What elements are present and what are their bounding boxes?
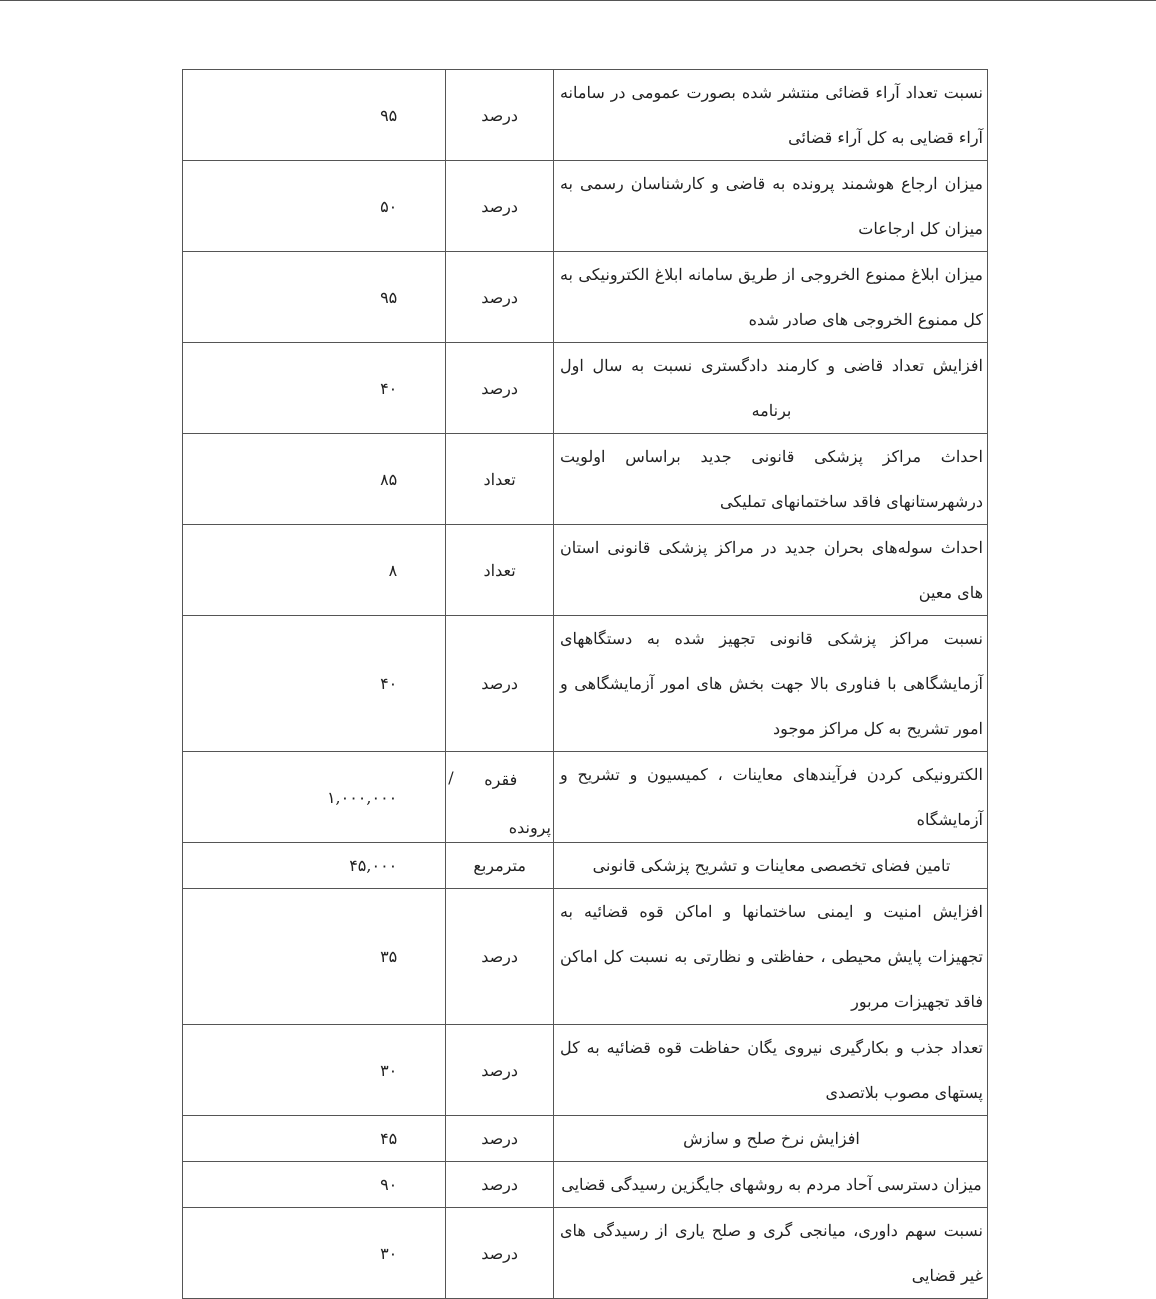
indicator-description: الکترونیکی کردن فرآیندهای معاینات ، کمیس… (552, 751, 989, 843)
unit-part: فقره (484, 770, 518, 789)
indicator-unit: درصد (445, 888, 554, 1025)
indicator-description: افزایش امنیت و ایمنی ساختمانها و اماکن ق… (552, 888, 989, 1025)
indicator-target-value: ۹۵ (181, 251, 447, 343)
indicator-unit: درصد (445, 615, 554, 752)
table-row: افزایش امنیت و ایمنی ساختمانها و اماکن ق… (181, 888, 989, 1025)
table-row: احداث مراکز پزشکی قانونی جدید براساس اول… (181, 433, 989, 525)
indicator-target-value: ۸ (181, 524, 447, 616)
indicator-target-value: ۵۰ (181, 160, 447, 252)
indicator-unit: مترمربع (445, 842, 554, 889)
indicator-description: احداث مراکز پزشکی قانونی جدید براساس اول… (552, 433, 989, 525)
table-row: احداث سوله‌های بحران جدید در مراکز پزشکی… (181, 524, 989, 616)
unit-part: پرونده (508, 818, 551, 837)
indicator-target-value: ۴۰ (181, 342, 447, 434)
indicator-unit: درصد (445, 1115, 554, 1162)
indicator-target-value: ۹۰ (181, 1161, 447, 1208)
indicator-unit: درصد (445, 342, 554, 434)
indicator-target-value: ۹۵ (181, 69, 447, 161)
indicator-unit: تعداد (445, 433, 554, 525)
indicator-target-value: ۴۵ (181, 1115, 447, 1162)
indicator-target-value: ۳۰ (181, 1207, 447, 1299)
table-row: تعداد جذب و بکارگیری نیروی یگان حفاظت قو… (181, 1024, 989, 1116)
indicator-target-value: ۴۰ (181, 615, 447, 752)
indicator-target-value: ۴۵,۰۰۰ (181, 842, 447, 889)
indicator-description: میزان دسترسی آحاد مردم به روشهای جایگزین… (552, 1161, 989, 1208)
table-row: نسبت مراکز پزشکی قانونی تجهیز شده به دست… (181, 615, 989, 752)
indicator-unit: تعداد (445, 524, 554, 616)
indicator-target-value: ۳۰ (181, 1024, 447, 1116)
table-row: تامین فضای تخصصی معاینات و تشریح پزشکی ق… (181, 842, 989, 889)
indicator-description: تامین فضای تخصصی معاینات و تشریح پزشکی ق… (552, 842, 989, 889)
indicator-description: احداث سوله‌های بحران جدید در مراکز پزشکی… (552, 524, 989, 616)
indicator-unit: درصد (445, 1024, 554, 1116)
indicator-target-value: ۸۵ (181, 433, 447, 525)
indicators-table: نسبت تعداد آراء قضائی منتشر شده بصورت عم… (181, 69, 989, 1299)
table-row: میزان دسترسی آحاد مردم به روشهای جایگزین… (181, 1161, 989, 1208)
table-row: افزایش تعداد قاضی و کارمند دادگستری نسبت… (181, 342, 989, 434)
indicator-description: نسبت مراکز پزشکی قانونی تجهیز شده به دست… (552, 615, 989, 752)
indicator-target-value: ۱,۰۰۰,۰۰۰ (181, 751, 447, 843)
indicator-description: نسبت تعداد آراء قضائی منتشر شده بصورت عم… (552, 69, 989, 161)
indicator-description: میزان ارجاع هوشمند پرونده به قاضی و کارش… (552, 160, 989, 252)
indicator-description: میزان ابلاغ ممنوع الخروجی از طریق سامانه… (552, 251, 989, 343)
indicator-description: نسبت سهم داوری، میانجی گری و صلح یاری از… (552, 1207, 989, 1299)
indicator-unit: فقره / پرونده (445, 751, 554, 843)
table-row: میزان ارجاع هوشمند پرونده به قاضی و کارش… (181, 160, 989, 252)
table-row: افزایش نرخ صلح و سازش درصد ۴۵ (181, 1115, 989, 1162)
indicator-description: افزایش نرخ صلح و سازش (552, 1115, 989, 1162)
table-row: میزان ابلاغ ممنوع الخروجی از طریق سامانه… (181, 251, 989, 343)
indicator-target-value: ۳۵ (181, 888, 447, 1025)
indicator-description: تعداد جذب و بکارگیری نیروی یگان حفاظت قو… (552, 1024, 989, 1116)
table-row: الکترونیکی کردن فرآیندهای معاینات ، کمیس… (181, 751, 989, 843)
indicator-unit: درصد (445, 251, 554, 343)
indicator-unit: درصد (445, 1207, 554, 1299)
unit-part: / (448, 768, 454, 787)
indicator-description: افزایش تعداد قاضی و کارمند دادگستری نسبت… (552, 342, 989, 434)
indicator-unit: درصد (445, 69, 554, 161)
table-row: نسبت تعداد آراء قضائی منتشر شده بصورت عم… (181, 69, 989, 161)
indicator-unit: درصد (445, 160, 554, 252)
table-row: نسبت سهم داوری، میانجی گری و صلح یاری از… (181, 1207, 989, 1299)
indicator-unit: درصد (445, 1161, 554, 1208)
